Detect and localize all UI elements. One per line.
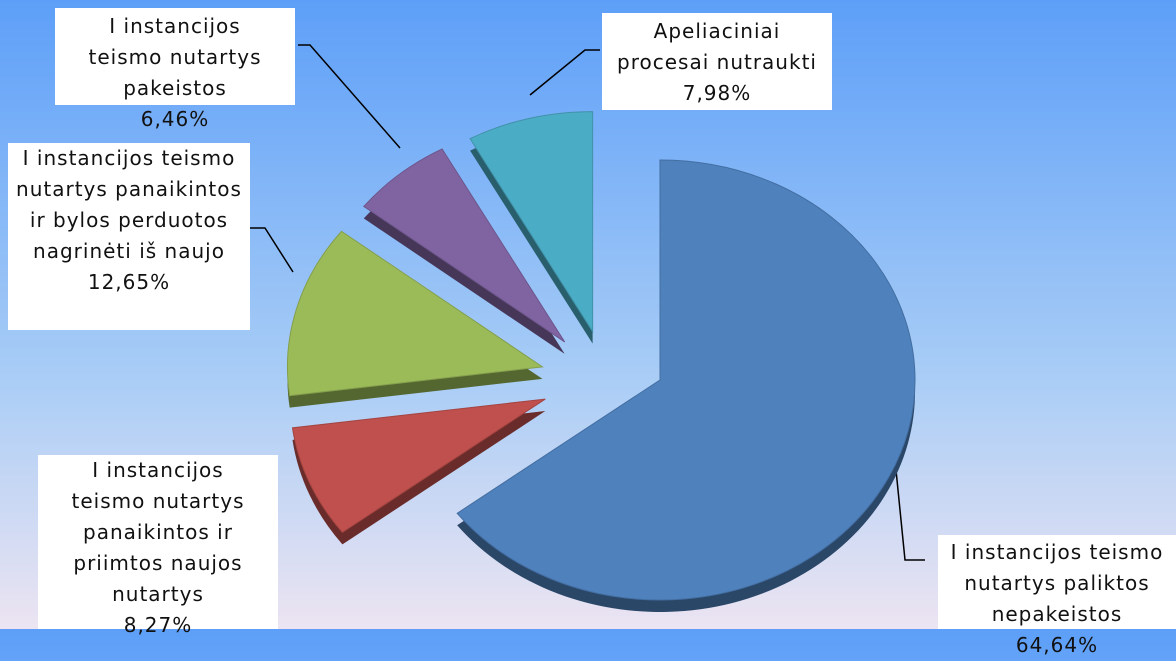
category-label: I instancijos teismo nutartys paliktos n… <box>950 540 1164 626</box>
value-label: 7,98% <box>682 81 752 105</box>
slice <box>363 148 566 343</box>
category-label: Apeliaciniai procesai nutraukti <box>617 19 817 74</box>
slice-label: I instancijos teismo nutartys panaikinto… <box>38 455 278 637</box>
category-label: I instancijos teismo nutartys pakeistos <box>88 14 262 100</box>
leader-lines <box>250 44 925 561</box>
value-label: 6,46% <box>140 107 210 131</box>
slice-label: I instancijos teismo nutartys panaikinto… <box>8 143 250 330</box>
slice-label: I instancijos teismo nutartys paliktos n… <box>938 535 1176 657</box>
leader-line <box>250 227 294 273</box>
value-label: 12,65% <box>87 270 171 294</box>
leader-line <box>529 49 600 96</box>
slice <box>291 398 546 534</box>
chart <box>250 44 925 612</box>
category-label: I instancijos teismo nutartys panaikinto… <box>16 146 242 263</box>
slice-label: Apeliaciniai procesai nutraukti 7,98% <box>602 13 832 110</box>
pie <box>287 111 916 612</box>
value-label: 64,64% <box>1015 633 1099 657</box>
slice <box>287 230 544 397</box>
category-label: I instancijos teismo nutartys panaikinto… <box>71 458 245 606</box>
leader-line <box>894 459 925 561</box>
slice-label: I instancijos teismo nutartys pakeistos 6… <box>55 8 295 131</box>
leader-line <box>298 44 401 149</box>
slice <box>456 159 916 601</box>
value-label: 8,27% <box>123 613 193 637</box>
slice <box>469 111 594 334</box>
